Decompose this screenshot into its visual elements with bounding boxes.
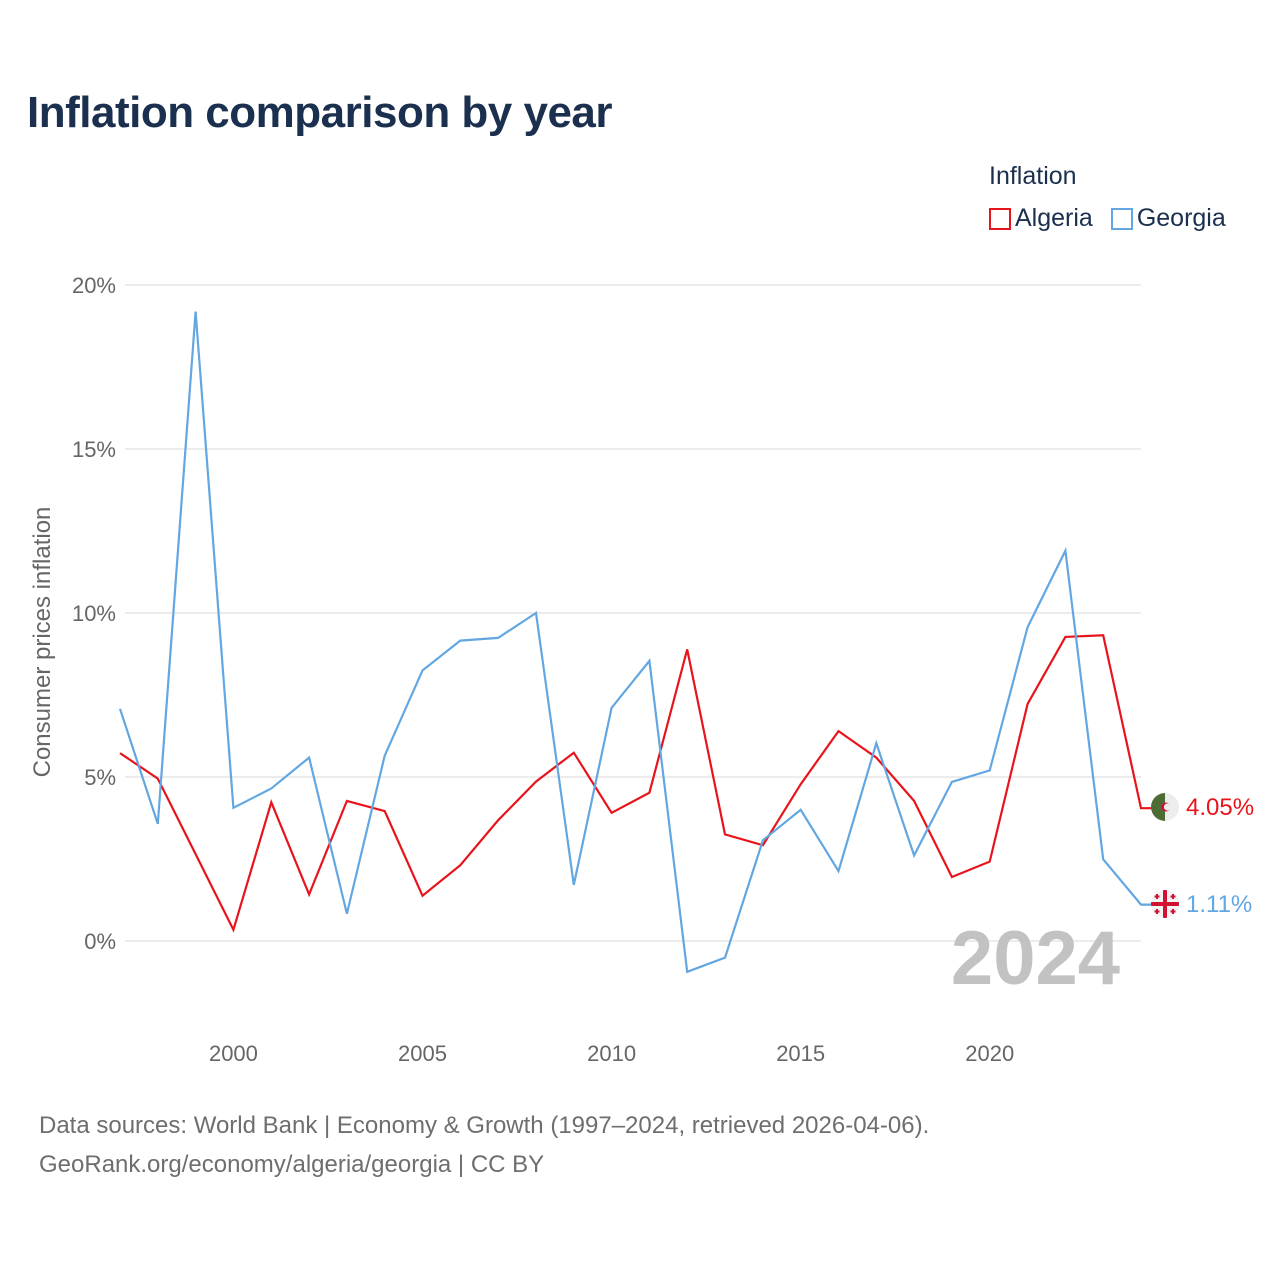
y-axis-label: Consumer prices inflation bbox=[29, 507, 56, 778]
gridlines bbox=[125, 284, 1141, 942]
y-axis-ticks: 0% 5% 10% 15% 20% bbox=[72, 273, 116, 954]
legend: Algeria Georgia bbox=[989, 204, 1244, 233]
legend-swatch-georgia bbox=[1110, 207, 1133, 230]
y-tick-label: 15% bbox=[72, 437, 116, 462]
algeria-end-label: 4.05% bbox=[1186, 794, 1254, 821]
algeria-flag bbox=[1151, 793, 1179, 821]
y-tick-label: 20% bbox=[72, 273, 116, 298]
series-line-algeria bbox=[119, 634, 1152, 933]
legend-swatch-algeria bbox=[989, 207, 1011, 230]
year-watermark: 2024 bbox=[951, 916, 1120, 1001]
legend-item-georgia[interactable]: Georgia bbox=[1110, 204, 1226, 233]
chart-title: Inflation comparison by year bbox=[27, 88, 613, 137]
legend-label-georgia: Georgia bbox=[1136, 204, 1226, 232]
x-tick-label: 2020 bbox=[965, 1041, 1014, 1066]
georgia-flag bbox=[1151, 890, 1179, 918]
footer-link: GeoRank.org/economy/algeria/georgia | CC… bbox=[39, 1151, 545, 1178]
series-end-markers bbox=[1151, 793, 1179, 918]
legend-label-algeria: Algeria bbox=[1015, 204, 1093, 232]
legend-title: Inflation bbox=[989, 162, 1077, 190]
x-axis-ticks: 2000 2005 2010 2015 2020 bbox=[209, 1041, 1014, 1066]
x-tick-label: 2010 bbox=[587, 1041, 636, 1066]
legend-item-algeria[interactable]: Algeria bbox=[989, 204, 1093, 233]
footer: Data sources: World Bank | Economy & Gro… bbox=[39, 1106, 929, 1184]
y-tick-label: 0% bbox=[84, 929, 116, 954]
y-tick-label: 5% bbox=[84, 765, 116, 790]
y-tick-label: 10% bbox=[72, 601, 116, 626]
footer-source: Data sources: World Bank | Economy & Gro… bbox=[39, 1112, 930, 1139]
georgia-end-label: 1.11% bbox=[1186, 891, 1252, 918]
series-line-georgia bbox=[118, 311, 1152, 974]
x-tick-label: 2015 bbox=[776, 1041, 825, 1066]
series-lines bbox=[118, 311, 1152, 974]
x-tick-label: 2005 bbox=[398, 1041, 447, 1066]
x-tick-label: 2000 bbox=[209, 1041, 258, 1066]
